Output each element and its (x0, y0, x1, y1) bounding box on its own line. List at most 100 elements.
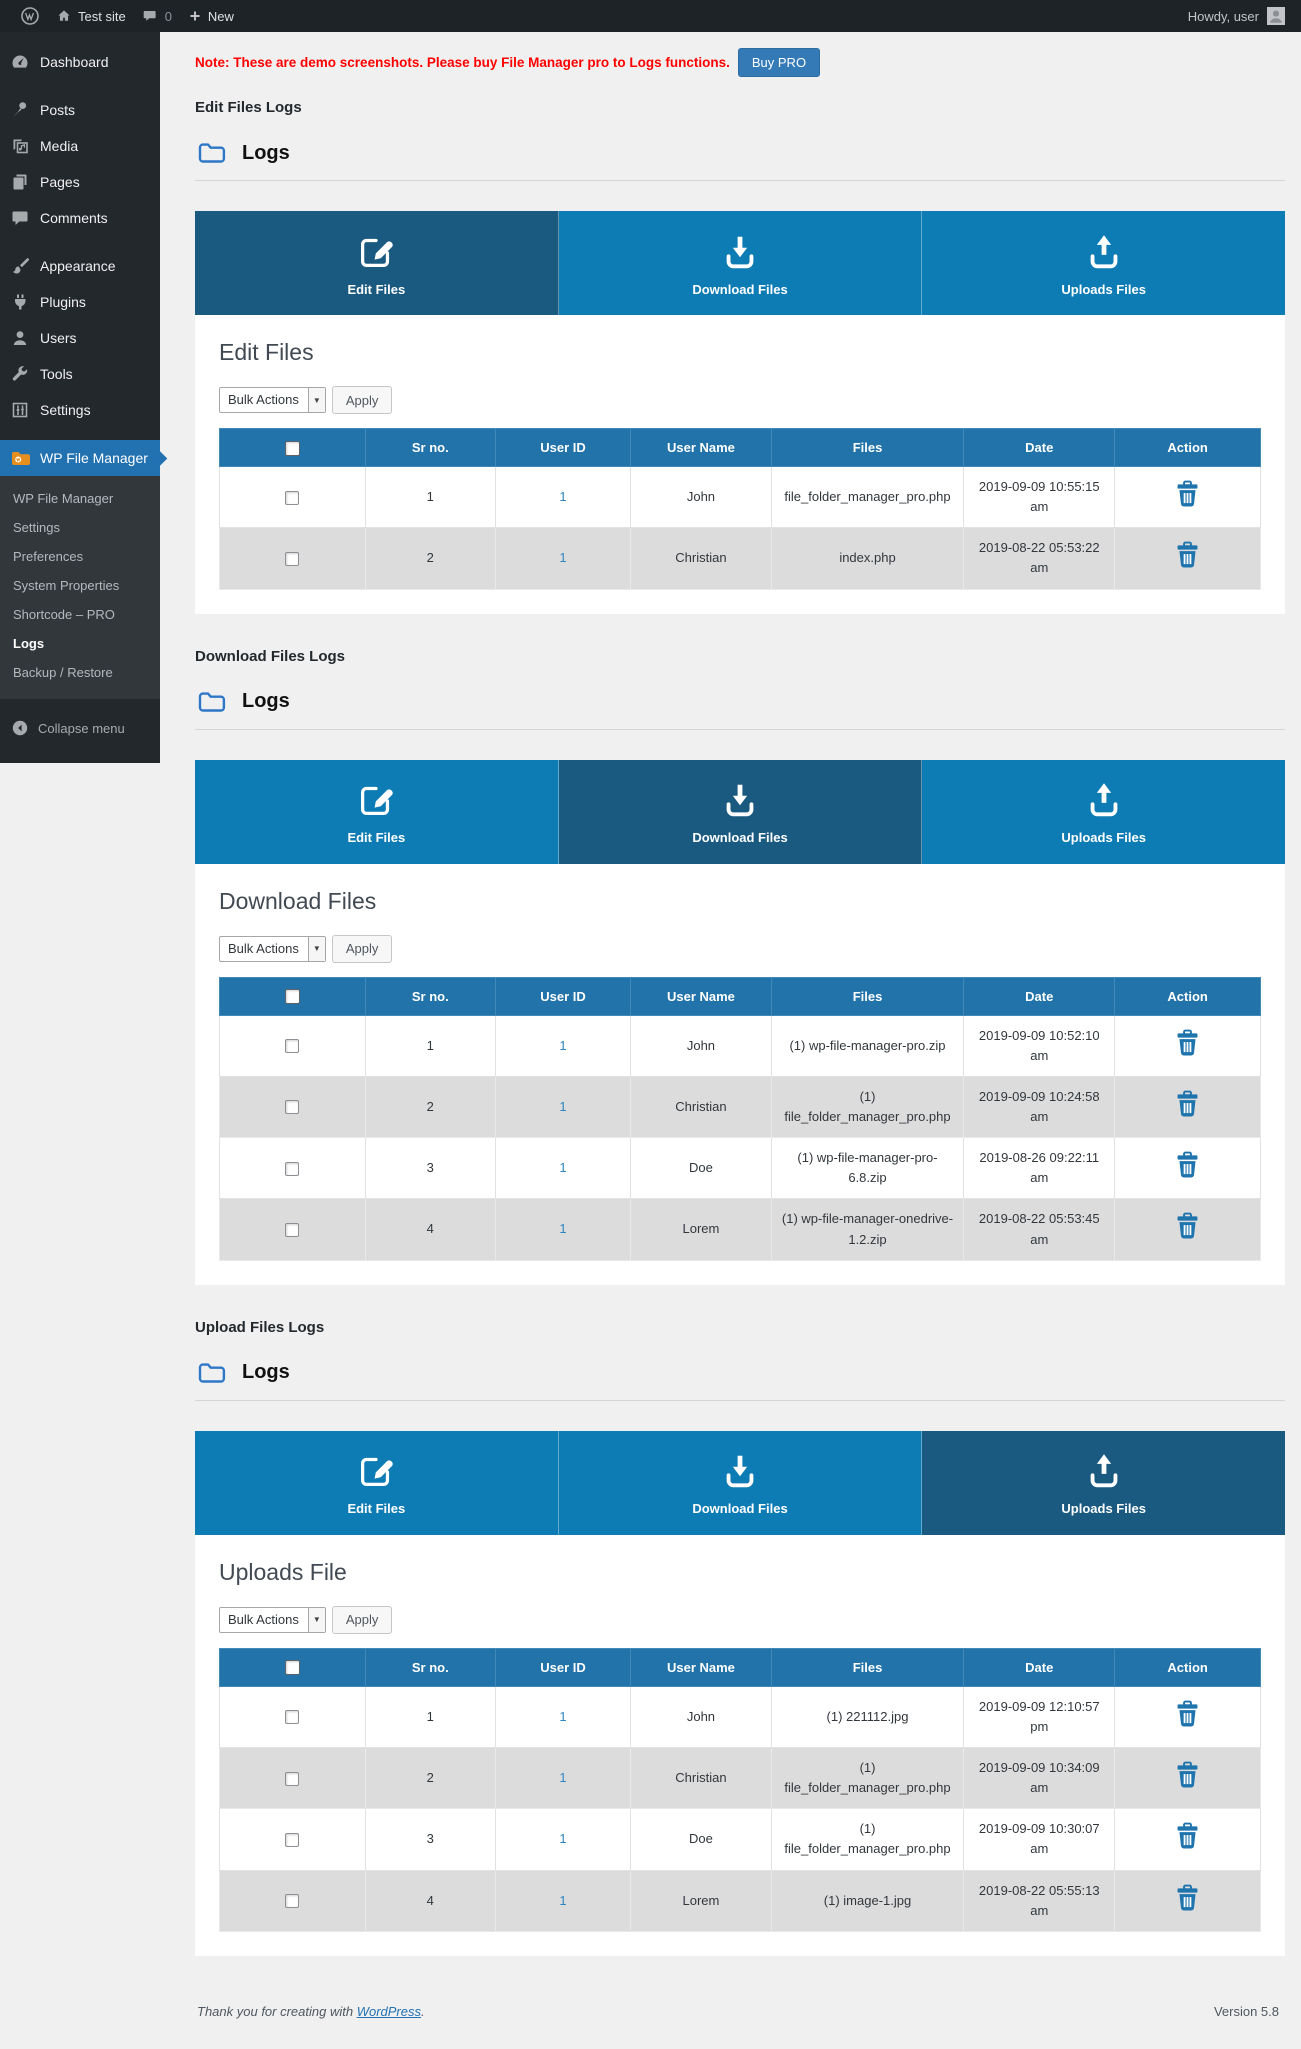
trash-icon[interactable] (1176, 1822, 1199, 1850)
table-row: 3 1 Doe (1) file_folder_manager_pro.php … (219, 1808, 1261, 1871)
trash-icon[interactable] (1176, 1884, 1199, 1912)
tab-uploads-files[interactable]: Uploads Files (922, 759, 1286, 864)
row-checkbox[interactable] (285, 1771, 300, 1786)
wordpress-link[interactable]: WordPress (356, 2003, 421, 2019)
panel-title: Logs (242, 141, 290, 164)
row-checkbox[interactable] (285, 1161, 300, 1176)
column-files: Files (770, 428, 965, 467)
sidebar-item-wp-file-manager[interactable]: WP File Manager (0, 440, 168, 476)
cell-sr-no: 2 (364, 1746, 496, 1810)
apply-button[interactable]: Apply (331, 934, 393, 963)
comments-bubble[interactable]: 0 (134, 0, 180, 32)
tab-edit-files[interactable]: Edit Files (195, 759, 559, 864)
select-all-checkbox[interactable] (284, 440, 300, 456)
submenu-item-preferences[interactable]: Preferences (13, 549, 84, 564)
trash-icon[interactable] (1176, 1700, 1199, 1728)
column-sr-no: Sr no. (364, 976, 496, 1016)
tab-uploads-files[interactable]: Uploads Files (922, 211, 1286, 315)
cell-sr-no: 2 (364, 527, 496, 590)
cell-date: 2019-08-22 05:53:45 am (963, 1198, 1116, 1261)
trash-icon[interactable] (1176, 1761, 1199, 1789)
sidebar-label: Media (40, 138, 79, 154)
sidebar-item-users[interactable]: Users (0, 320, 160, 356)
bulk-actions-value: Bulk Actions (228, 940, 299, 956)
tab-download-files[interactable]: Download Files (558, 759, 923, 864)
tab-download-files[interactable]: Download Files (558, 211, 923, 315)
sidebar-item-media[interactable]: Media (0, 128, 160, 164)
logs-table: Sr no. User ID User Name Files Date Acti… (219, 1647, 1261, 1932)
user-id-link[interactable]: 1 (559, 1160, 567, 1176)
submenu-item-shortcode-pro[interactable]: Shortcode – PRO (13, 607, 115, 622)
tab-download-files[interactable]: Download Files (558, 1430, 923, 1535)
wordpress-logo-icon[interactable] (12, 0, 48, 32)
user-id-link[interactable]: 1 (559, 1892, 567, 1908)
user-id-link[interactable]: 1 (559, 1037, 567, 1053)
row-checkbox[interactable] (285, 1100, 300, 1115)
sidebar-item-dashboard[interactable]: Dashboard (0, 44, 160, 80)
table-title: Edit Files (219, 339, 314, 365)
user-id-link[interactable]: 1 (559, 1098, 567, 1114)
row-checkbox[interactable] (285, 1894, 300, 1909)
apply-button[interactable]: Apply (331, 386, 393, 414)
trash-icon[interactable] (1176, 1090, 1199, 1118)
cell-date: 2019-09-09 12:10:57 pm (963, 1685, 1116, 1748)
user-id-link[interactable]: 1 (559, 1708, 567, 1724)
column-date: Date (963, 428, 1116, 467)
row-checkbox[interactable] (285, 551, 300, 566)
bulk-actions-select[interactable]: Bulk Actions ▼ (219, 935, 326, 962)
user-id-link[interactable]: 1 (559, 550, 567, 566)
home-icon (58, 10, 70, 21)
submenu-item-system-properties[interactable]: System Properties (13, 578, 120, 593)
demo-notice: Note: These are demo screenshots. Please… (195, 55, 730, 70)
trash-icon[interactable] (1176, 1029, 1199, 1057)
account-menu[interactable]: Howdy, user (1188, 7, 1289, 25)
select-all-checkbox[interactable] (284, 1660, 300, 1676)
table-title: Uploads File (219, 1558, 347, 1585)
row-checkbox[interactable] (285, 1710, 300, 1725)
table-header-row: Sr no. User ID User Name Files Date Acti… (219, 428, 1261, 467)
tab-uploads-files[interactable]: Uploads Files (922, 1430, 1286, 1535)
submenu-item-wp-file-manager[interactable]: WP File Manager (13, 491, 114, 506)
user-id-link[interactable]: 1 (559, 1831, 567, 1847)
logs-panel-header: Logs (195, 136, 1285, 181)
wp-file-manager-icon (12, 452, 30, 465)
chevron-down-icon: ▼ (307, 388, 325, 412)
select-all-checkbox[interactable] (284, 989, 300, 1005)
trash-icon[interactable] (1176, 541, 1199, 569)
tab-edit-files[interactable]: Edit Files (195, 211, 559, 315)
row-checkbox[interactable] (285, 1832, 300, 1847)
cell-files: file_folder_manager_pro.php (770, 465, 965, 529)
sidebar-item-appearance[interactable]: Appearance (0, 248, 160, 284)
submenu-item-settings[interactable]: Settings (13, 520, 60, 535)
buy-pro-button[interactable]: Buy PRO (737, 48, 821, 77)
sidebar-item-tools[interactable]: Tools (0, 356, 160, 392)
apply-button[interactable]: Apply (331, 1605, 393, 1634)
new-content-button[interactable]: New (180, 0, 242, 32)
tab-edit-files[interactable]: Edit Files (195, 1430, 559, 1535)
user-id-link[interactable]: 1 (559, 1221, 567, 1237)
bulk-actions-select[interactable]: Bulk Actions ▼ (219, 387, 326, 413)
trash-icon[interactable] (1176, 480, 1199, 508)
trash-icon[interactable] (1176, 1151, 1199, 1179)
submenu-item-logs[interactable]: Logs (13, 636, 45, 651)
column-action: Action (1114, 1647, 1261, 1687)
sidebar-item-plugins[interactable]: Plugins (0, 284, 160, 320)
cell-date: 2019-08-26 09:22:11 am (963, 1137, 1116, 1200)
sidebar-item-comments[interactable]: Comments (0, 200, 160, 236)
row-checkbox[interactable] (285, 1223, 300, 1238)
row-checkbox[interactable] (285, 1039, 300, 1054)
sidebar-item-settings[interactable]: Settings (0, 392, 160, 428)
site-name-link[interactable]: Test site (48, 0, 134, 32)
user-id-link[interactable]: 1 (559, 489, 567, 505)
sidebar-item-posts[interactable]: Posts (0, 92, 160, 128)
sidebar-item-pages[interactable]: Pages (0, 164, 160, 200)
logs-card: Edit Files Download Files Uploads Files … (195, 1430, 1286, 1956)
admin-footer: Thank you for creating with WordPress. V… (195, 1990, 1285, 2049)
collapse-menu-button[interactable]: Collapse menu (0, 707, 160, 749)
submenu-item-backup-restore[interactable]: Backup / Restore (13, 665, 113, 680)
cell-user-name: Christian (630, 1075, 772, 1139)
bulk-actions-select[interactable]: Bulk Actions ▼ (219, 1606, 326, 1633)
row-checkbox[interactable] (285, 490, 300, 505)
user-id-link[interactable]: 1 (559, 1770, 567, 1786)
trash-icon[interactable] (1176, 1212, 1199, 1240)
